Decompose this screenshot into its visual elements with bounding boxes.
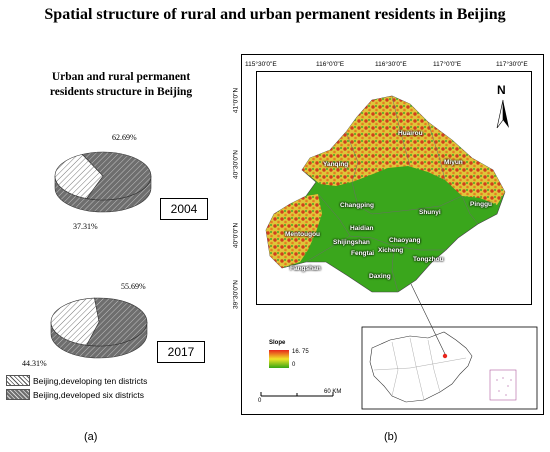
pie-2017-label-bottom: 44.31% — [22, 359, 47, 368]
map-frame — [241, 54, 544, 415]
mountain-terrain-west — [266, 194, 322, 268]
district-mentougou: Mentougou — [285, 231, 321, 238]
pie-slice-developed — [81, 151, 152, 201]
pie-2017-label-top: 55.69% — [121, 282, 146, 291]
caption-a: (a) — [84, 431, 98, 443]
panel-a-title-line2: residents structure in Beijing — [49, 86, 193, 98]
panel-a-title-line1: Urban and rural permanent — [51, 71, 191, 83]
district-xicheng: Xicheng — [378, 247, 404, 254]
beijing-location-marker — [442, 353, 448, 359]
inset-leader-line — [410, 283, 446, 355]
legend-label-developed: Beijing,developed six districts — [33, 389, 145, 400]
top-tick-2: 116°0'0"E — [316, 61, 345, 68]
district-fangshan: Fangshan — [290, 265, 321, 272]
legend-swatch-light — [6, 375, 30, 386]
top-tick-1: 115°30'0"E — [245, 61, 277, 68]
scale-start: 0 — [258, 398, 262, 404]
pie-slice-developed — [86, 297, 148, 347]
china-outline — [369, 331, 473, 403]
legend-item-developing: Beijing,developing ten districts — [6, 375, 147, 386]
pie-2004-label-bottom: 37.31% — [73, 222, 98, 231]
page-title: Spatial structure of rural and urban per… — [44, 6, 506, 23]
legend-item-developed: Beijing,developed six districts — [6, 389, 147, 400]
district-chaoyang: Chaoyang — [389, 237, 421, 244]
pie-chart-2004 — [54, 151, 152, 213]
district-changping: Changping — [340, 202, 374, 209]
year-box-2004: 2004 — [160, 198, 208, 220]
district-fengtai: Fengtai — [351, 250, 375, 257]
district-shijingshan: Shijingshan — [333, 239, 370, 246]
panel-a-title: Urban and rural permanent residents stru… — [26, 70, 216, 100]
legend-label-developing: Beijing,developing ten districts — [33, 375, 148, 386]
scale-bar — [260, 392, 334, 397]
south-china-sea-box — [489, 369, 517, 401]
district-boundaries — [305, 95, 479, 293]
slope-legend-max: 16. 75 — [292, 349, 309, 355]
top-tick-4: 117°0'0"E — [433, 61, 462, 68]
pie-slice-developing — [54, 154, 104, 199]
slope-legend-min: 0 — [292, 362, 296, 368]
scale-end: 60 KM — [324, 389, 342, 395]
north-label: N — [497, 83, 506, 97]
pie-chart-2017 — [50, 297, 148, 359]
north-arrow-icon — [496, 99, 509, 129]
district-tongzhou: Tongzhou — [413, 256, 444, 263]
top-tick-5: 117°30'0"E — [496, 61, 528, 68]
slope-legend-bar — [269, 350, 289, 368]
slope-legend-title: Slope — [269, 340, 286, 346]
pie-legend: Beijing,developing ten districts Beijing… — [6, 375, 147, 400]
district-yanqing: Yanqing — [323, 161, 349, 168]
south-china-sea-islands — [496, 377, 512, 396]
district-haidian: Haidian — [350, 225, 374, 232]
mountain-terrain-north — [302, 96, 505, 205]
district-daxing: Daxing — [369, 273, 391, 280]
top-tick-3: 116°30'0"E — [375, 61, 407, 68]
pie-slice-developing — [50, 297, 100, 346]
district-shunyi: Shunyi — [419, 209, 441, 216]
map-inner-frame — [256, 71, 532, 305]
legend-swatch-dark — [6, 389, 30, 400]
district-pinggu: Pinggu — [470, 201, 493, 208]
province-lines — [373, 337, 467, 401]
district-miyun: Miyun — [444, 159, 463, 166]
pie-2004-label-top: 62.69% — [112, 133, 137, 142]
caption-b: (b) — [384, 431, 398, 443]
district-huairou: Huairou — [398, 130, 423, 137]
year-box-2017: 2017 — [157, 341, 205, 363]
